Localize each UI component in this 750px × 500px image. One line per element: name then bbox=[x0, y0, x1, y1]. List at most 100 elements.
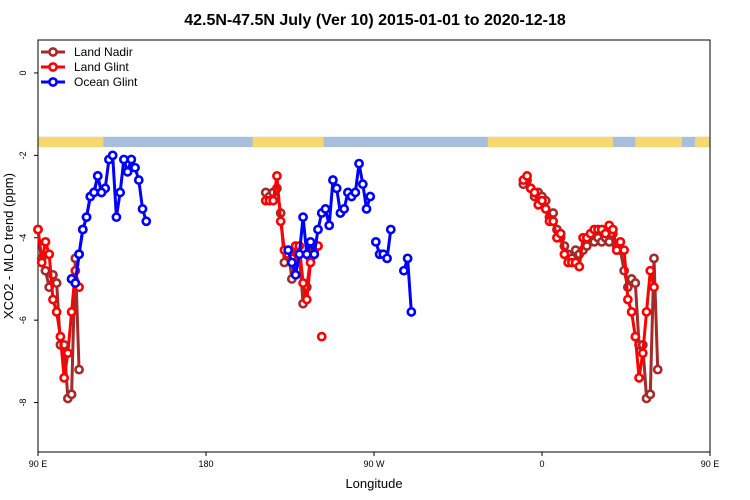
data-point bbox=[111, 212, 122, 223]
data-point bbox=[298, 212, 308, 223]
data-point bbox=[645, 389, 656, 400]
legend-label: Land Nadir bbox=[74, 45, 133, 59]
x-tick-label: 180 bbox=[198, 459, 213, 469]
data-point bbox=[548, 208, 559, 218]
data-point bbox=[350, 187, 361, 198]
axes: 90 E 180 90 W 0 90 E 0 -2 -4 -6 -8 bbox=[18, 70, 719, 469]
data-point bbox=[320, 204, 331, 214]
y-tick-label: -6 bbox=[18, 316, 28, 324]
series-lines bbox=[33, 150, 663, 404]
data-point bbox=[268, 195, 279, 206]
data-point bbox=[619, 245, 630, 256]
data-point bbox=[522, 171, 532, 181]
data-point bbox=[290, 269, 301, 280]
x-tick-label: 90 E bbox=[701, 459, 720, 469]
data-point bbox=[48, 294, 58, 305]
data-point bbox=[51, 307, 62, 317]
chart-title: 42.5N-47.5N July (Ver 10) 2015-01-01 to … bbox=[184, 12, 566, 29]
data-point bbox=[130, 162, 140, 173]
data-point bbox=[272, 171, 282, 181]
data-point bbox=[44, 249, 55, 260]
series-ocean-glint bbox=[66, 150, 417, 317]
legend-marker bbox=[48, 47, 58, 57]
data-point bbox=[608, 224, 618, 235]
land-ocean-band bbox=[38, 136, 710, 148]
data-point bbox=[649, 253, 659, 264]
data-point bbox=[305, 236, 316, 247]
data-point bbox=[385, 224, 396, 235]
data-point bbox=[622, 294, 633, 305]
data-point bbox=[122, 166, 133, 177]
data-point bbox=[630, 278, 641, 288]
data-point bbox=[600, 228, 611, 239]
data-point bbox=[559, 249, 570, 260]
data-point bbox=[286, 257, 297, 268]
data-point bbox=[555, 228, 566, 239]
data-point bbox=[74, 364, 84, 375]
data-point bbox=[406, 307, 417, 317]
data-point bbox=[74, 249, 84, 260]
land-band-segment bbox=[635, 136, 682, 148]
data-point bbox=[645, 265, 656, 276]
data-point bbox=[529, 187, 540, 198]
data-point bbox=[89, 187, 99, 198]
data-point bbox=[298, 278, 308, 288]
land-band-segment bbox=[252, 136, 324, 148]
data-point bbox=[611, 245, 622, 256]
series-land-glint bbox=[33, 171, 659, 383]
data-point bbox=[574, 261, 585, 272]
data-point bbox=[581, 241, 592, 251]
data-point bbox=[115, 187, 126, 198]
data-point bbox=[540, 204, 551, 214]
x-tick-label: 0 bbox=[539, 459, 544, 469]
legend-marker bbox=[48, 77, 58, 87]
data-point bbox=[96, 187, 107, 198]
land-band-segment bbox=[38, 136, 104, 148]
data-point bbox=[275, 216, 286, 227]
data-point bbox=[133, 175, 144, 185]
data-point bbox=[81, 212, 92, 223]
data-point bbox=[51, 278, 62, 288]
data-point bbox=[652, 364, 663, 375]
data-point bbox=[370, 236, 381, 247]
data-point bbox=[649, 282, 659, 293]
legend-item: Land Nadir bbox=[41, 45, 133, 59]
data-point bbox=[77, 224, 88, 235]
land-band-segment bbox=[487, 136, 613, 148]
data-point bbox=[66, 307, 77, 317]
legend-marker bbox=[48, 62, 58, 72]
data-point bbox=[365, 191, 376, 202]
y-tick-label: -2 bbox=[18, 151, 28, 159]
data-point bbox=[118, 154, 129, 165]
data-point bbox=[331, 183, 342, 194]
data-point bbox=[301, 294, 312, 305]
data-point bbox=[70, 278, 81, 288]
data-point bbox=[634, 372, 644, 383]
x-tick-label: 90 E bbox=[29, 459, 48, 469]
data-point bbox=[630, 331, 641, 342]
data-point bbox=[55, 331, 66, 342]
land-band-segment bbox=[695, 136, 710, 148]
data-point bbox=[316, 331, 327, 342]
data-point bbox=[62, 348, 73, 359]
data-point bbox=[309, 249, 320, 260]
data-point bbox=[604, 236, 615, 247]
data-point bbox=[126, 154, 137, 165]
data-point bbox=[328, 175, 338, 185]
data-point bbox=[141, 216, 152, 227]
x-axis-title: Longitude bbox=[345, 476, 402, 491]
data-point bbox=[537, 195, 547, 206]
data-point bbox=[33, 224, 43, 235]
data-point bbox=[398, 265, 409, 276]
y-tick-label: -4 bbox=[18, 234, 28, 242]
legend-label: Ocean Glint bbox=[74, 75, 138, 89]
data-point bbox=[637, 348, 648, 359]
data-point bbox=[361, 204, 372, 214]
data-point bbox=[626, 307, 637, 317]
data-point bbox=[641, 307, 652, 317]
data-point bbox=[615, 236, 626, 247]
data-point bbox=[354, 158, 364, 169]
data-point bbox=[137, 204, 148, 214]
